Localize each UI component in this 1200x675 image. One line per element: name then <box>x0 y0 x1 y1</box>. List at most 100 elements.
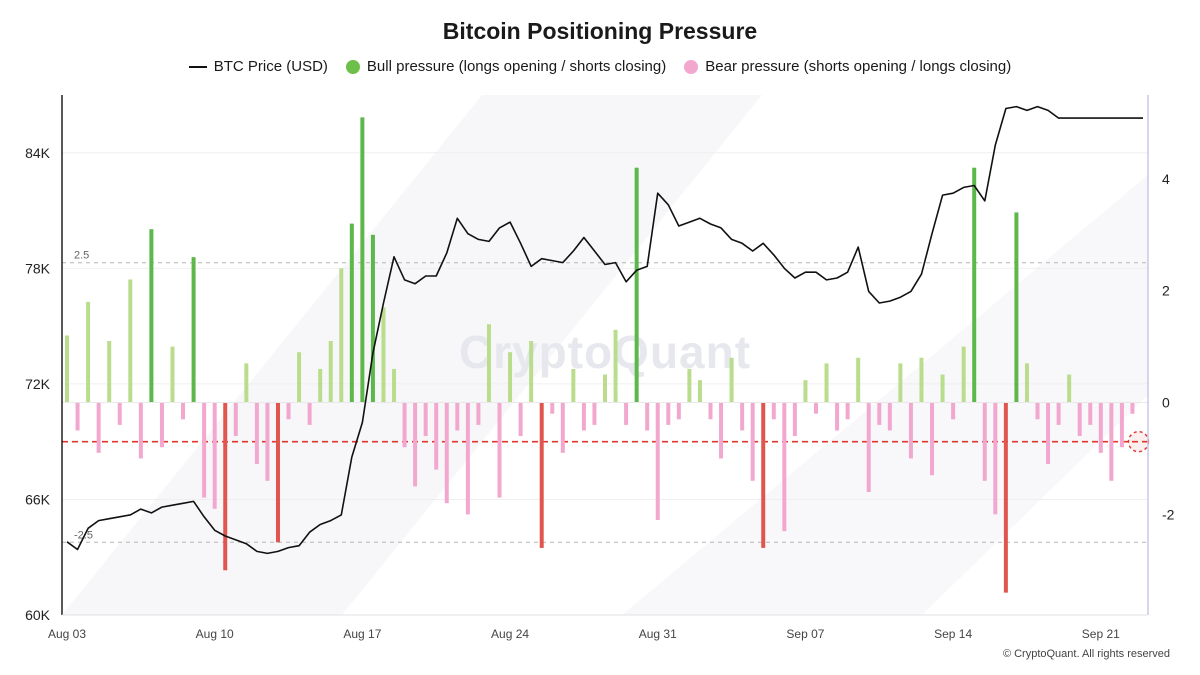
pressure-bar[interactable] <box>856 357 861 403</box>
pressure-bar[interactable] <box>887 402 892 431</box>
pressure-bar[interactable] <box>961 346 966 403</box>
pressure-bar[interactable] <box>740 402 745 431</box>
pressure-bar[interactable] <box>381 307 386 403</box>
pressure-bar[interactable] <box>223 402 228 571</box>
pressure-bar[interactable] <box>529 341 534 403</box>
pressure-bar[interactable] <box>191 257 196 403</box>
pressure-bar[interactable] <box>455 402 460 431</box>
pressure-bar[interactable] <box>1109 402 1114 481</box>
pressure-bar[interactable] <box>824 363 829 403</box>
pressure-bar[interactable] <box>676 402 681 420</box>
pressure-bar[interactable] <box>307 402 312 425</box>
pressure-bar[interactable] <box>96 402 101 453</box>
pressure-bar[interactable] <box>972 167 977 403</box>
pressure-bar[interactable] <box>476 402 481 425</box>
pressure-bar[interactable] <box>1077 402 1082 437</box>
pressure-bar[interactable] <box>655 402 660 520</box>
pressure-bar[interactable] <box>149 229 154 403</box>
pressure-bar[interactable] <box>930 402 935 476</box>
pressure-bar[interactable] <box>1024 363 1029 403</box>
pressure-bar[interactable] <box>212 402 217 509</box>
pressure-bar[interactable] <box>392 368 397 403</box>
pressure-bar[interactable] <box>750 402 755 481</box>
legend-item-bull[interactable]: Bull pressure (longs opening / shorts cl… <box>345 58 666 75</box>
pressure-bar[interactable] <box>951 402 956 420</box>
pressure-bar[interactable] <box>117 402 122 425</box>
pressure-bar[interactable] <box>423 402 428 437</box>
pressure-bar[interactable] <box>571 368 576 403</box>
pressure-bar[interactable] <box>65 335 69 403</box>
pressure-bar[interactable] <box>402 402 407 448</box>
pressure-bar[interactable] <box>434 402 439 470</box>
pressure-bar[interactable] <box>159 402 164 448</box>
pressure-bar[interactable] <box>297 352 302 403</box>
pressure-bar[interactable] <box>666 402 671 425</box>
pressure-bar[interactable] <box>181 402 186 420</box>
pressure-bar[interactable] <box>465 402 470 515</box>
pressure-bar[interactable] <box>318 368 323 403</box>
pressure-bar[interactable] <box>138 402 143 459</box>
pressure-bar[interactable] <box>244 363 249 403</box>
pressure-bar[interactable] <box>813 402 818 414</box>
legend-item-bear[interactable]: Bear pressure (shorts opening / longs cl… <box>684 58 1011 75</box>
pressure-bar[interactable] <box>202 402 207 498</box>
pressure-bar[interactable] <box>370 234 375 403</box>
pressure-bar[interactable] <box>497 402 502 498</box>
pressure-bar[interactable] <box>877 402 882 425</box>
pressure-bar[interactable] <box>687 368 692 403</box>
pressure-bar[interactable] <box>708 402 713 420</box>
pressure-bar[interactable] <box>128 279 133 403</box>
pressure-bar[interactable] <box>845 402 850 420</box>
pressure-bar[interactable] <box>634 167 639 403</box>
pressure-bar[interactable] <box>1098 402 1103 453</box>
pressure-bar[interactable] <box>539 402 544 548</box>
pressure-bar[interactable] <box>761 402 766 548</box>
pressure-bar[interactable] <box>560 402 565 453</box>
pressure-bar[interactable] <box>233 402 238 437</box>
pressure-bar[interactable] <box>803 380 808 403</box>
pressure-bar[interactable] <box>729 357 734 403</box>
pressure-bar[interactable] <box>107 341 112 403</box>
pressure-bar[interactable] <box>697 380 702 403</box>
pressure-bar[interactable] <box>328 341 333 403</box>
pressure-bar[interactable] <box>940 374 945 403</box>
pressure-bar[interactable] <box>550 402 555 414</box>
pressure-bar[interactable] <box>349 223 354 403</box>
pressure-bar[interactable] <box>993 402 998 515</box>
pressure-bar[interactable] <box>1088 402 1093 425</box>
pressure-bar[interactable] <box>1067 374 1072 403</box>
pressure-bar[interactable] <box>1056 402 1061 425</box>
pressure-bar[interactable] <box>339 268 344 403</box>
pressure-bar[interactable] <box>86 301 91 403</box>
pressure-bar[interactable] <box>645 402 650 431</box>
pressure-bar[interactable] <box>624 402 629 425</box>
pressure-bar[interactable] <box>413 402 418 487</box>
pressure-bar[interactable] <box>265 402 270 481</box>
pressure-bar[interactable] <box>1046 402 1051 465</box>
pressure-bar[interactable] <box>360 117 365 403</box>
pressure-bar[interactable] <box>771 402 776 420</box>
pressure-bar[interactable] <box>592 402 597 425</box>
pressure-bar[interactable] <box>1014 212 1019 403</box>
pressure-bar[interactable] <box>1003 402 1008 593</box>
pressure-bar[interactable] <box>898 363 903 403</box>
pressure-bar[interactable] <box>1119 402 1124 448</box>
pressure-bar[interactable] <box>486 324 491 403</box>
pressure-bar[interactable] <box>275 402 280 543</box>
pressure-bar[interactable] <box>908 402 913 459</box>
pressure-bar[interactable] <box>866 402 871 492</box>
pressure-bar[interactable] <box>1035 402 1040 420</box>
pressure-bar[interactable] <box>792 402 797 437</box>
pressure-bar[interactable] <box>613 329 618 403</box>
pressure-bar[interactable] <box>835 402 840 431</box>
pressure-bar[interactable] <box>75 402 80 431</box>
pressure-bar[interactable] <box>254 402 259 465</box>
pressure-bar[interactable] <box>581 402 586 431</box>
pressure-bar[interactable] <box>603 374 607 403</box>
pressure-bar[interactable] <box>719 402 724 459</box>
legend-item-price[interactable]: BTC Price (USD) <box>188 58 328 75</box>
pressure-bar[interactable] <box>782 402 787 532</box>
price-line[interactable] <box>66 105 1143 555</box>
pressure-bar[interactable] <box>518 402 523 437</box>
pressure-bar[interactable] <box>982 402 987 481</box>
